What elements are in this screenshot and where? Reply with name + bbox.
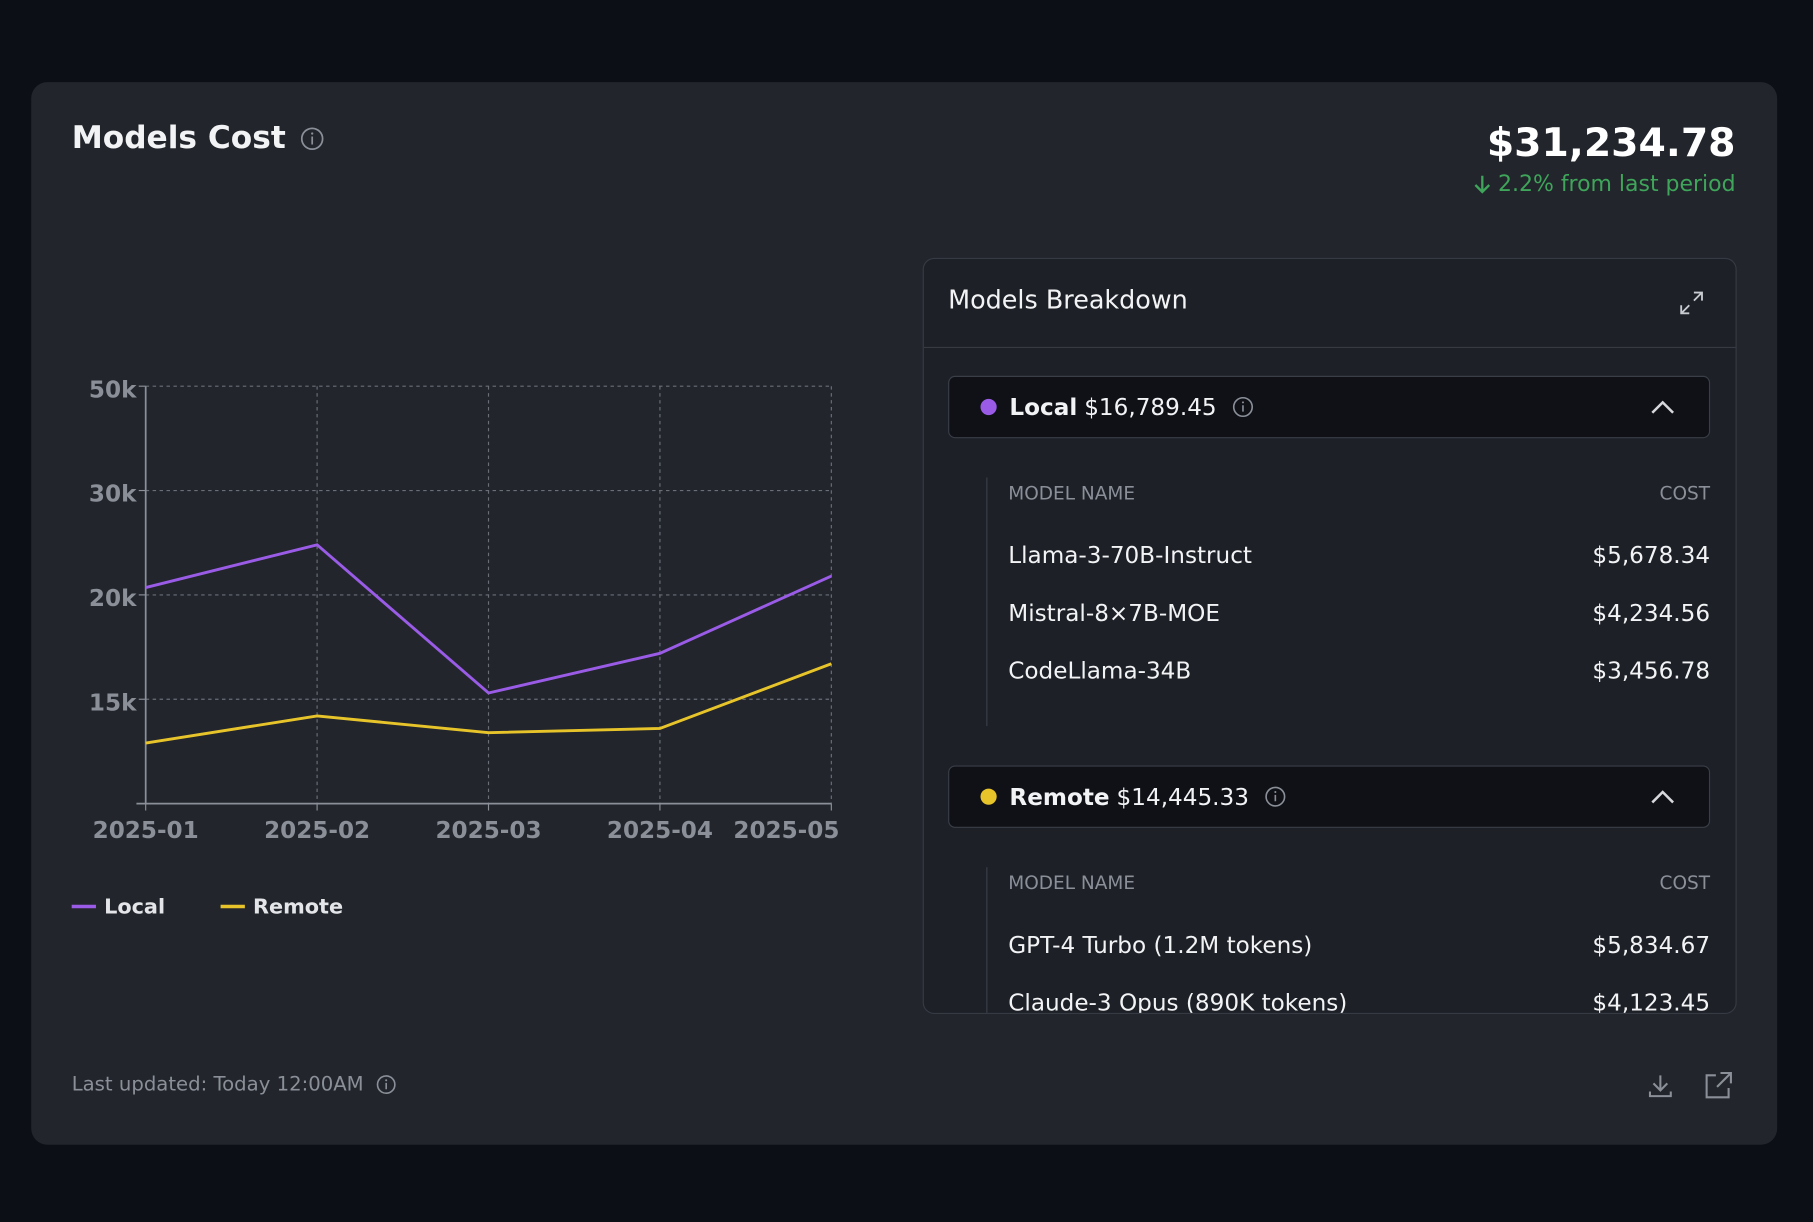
model-name: CodeLlama-34B	[1008, 656, 1192, 685]
tree-line	[986, 477, 988, 727]
info-icon	[1265, 786, 1286, 807]
total-cost: $31,234.78	[1486, 120, 1736, 167]
external-icon[interactable]	[1702, 1070, 1734, 1102]
model-cost: $4,234.56	[1592, 598, 1711, 627]
model-name: Llama-3-70B-Instruct	[1008, 541, 1253, 569]
chevron-icon[interactable]	[1649, 785, 1677, 808]
y-tick-label: 30k	[89, 482, 137, 508]
breakdown-panel: Models Breakdown Local $16,789.45 MODEL NA…	[922, 257, 1737, 1015]
x-tick-label: 2025-03	[435, 818, 541, 844]
model-name: Mistral-8×7B-MOE	[1008, 598, 1220, 627]
line-series	[145, 662, 832, 745]
group-total: $16,789.45	[1084, 393, 1217, 421]
x-tick-label: 2025-05	[733, 818, 839, 844]
column-header: MODEL NAME	[1008, 871, 1136, 894]
chevron-icon[interactable]	[1649, 395, 1677, 418]
group-name: Remote	[1009, 782, 1110, 811]
change-text: 2.2% from last period	[1498, 171, 1736, 197]
down-arrow	[1474, 175, 1490, 194]
panel-title: Models Breakdown	[948, 286, 1188, 316]
model-name: GPT-4 Turbo (1.2M tokens)	[1008, 930, 1313, 959]
column-header: COST	[1659, 871, 1711, 894]
column-header: COST	[1659, 482, 1711, 505]
model-name: Claude-3 Opus (890K tokens)	[1008, 988, 1348, 1015]
divider	[923, 346, 1736, 349]
model-cost: $3,456.78	[1592, 656, 1711, 685]
group-header[interactable]: Remote $14,445.33	[948, 765, 1711, 828]
y-tick-label: 15k	[89, 690, 137, 716]
info-icon	[1233, 396, 1254, 418]
updated-text: Last updated: Today 12:00AM	[71, 1073, 364, 1097]
model-cost: $5,834.67	[1592, 930, 1711, 959]
info-icon[interactable]	[300, 125, 325, 150]
change: 2.2% from last period	[1473, 171, 1736, 197]
line-chart: 15k 20k 30k 50k 2025-01 2025-02 2025-03 2025-04…	[71, 377, 839, 919]
group-dot	[980, 398, 997, 416]
tree-line	[986, 867, 988, 1013]
download-icon[interactable]	[1647, 1072, 1675, 1100]
group-dot	[980, 788, 997, 805]
x-tick-label: 2025-02	[264, 818, 370, 844]
y-tick-label: 50k	[89, 377, 137, 403]
legend-label: Local	[104, 895, 165, 919]
group-header[interactable]: Local $16,789.45	[948, 375, 1711, 439]
card-title: Models Cost	[72, 120, 325, 156]
x-tick-label: 2025-01	[93, 818, 199, 844]
model-cost: $4,123.45	[1592, 988, 1711, 1015]
column-header: MODEL NAME	[1008, 482, 1136, 505]
model-cost: $5,678.34	[1592, 541, 1711, 569]
x-tick-label: 2025-04	[607, 818, 713, 844]
title-text: Models Cost	[71, 120, 286, 157]
expand-icon[interactable]	[1679, 290, 1704, 315]
group-total: $14,445.33	[1116, 782, 1249, 811]
line-series	[145, 543, 832, 695]
group-name: Local	[1009, 393, 1078, 421]
info-icon[interactable]	[375, 1074, 396, 1095]
legend-label: Remote	[253, 895, 343, 919]
y-tick-label: 20k	[89, 586, 137, 612]
footer: Last updated: Today 12:00AM	[72, 1073, 396, 1096]
